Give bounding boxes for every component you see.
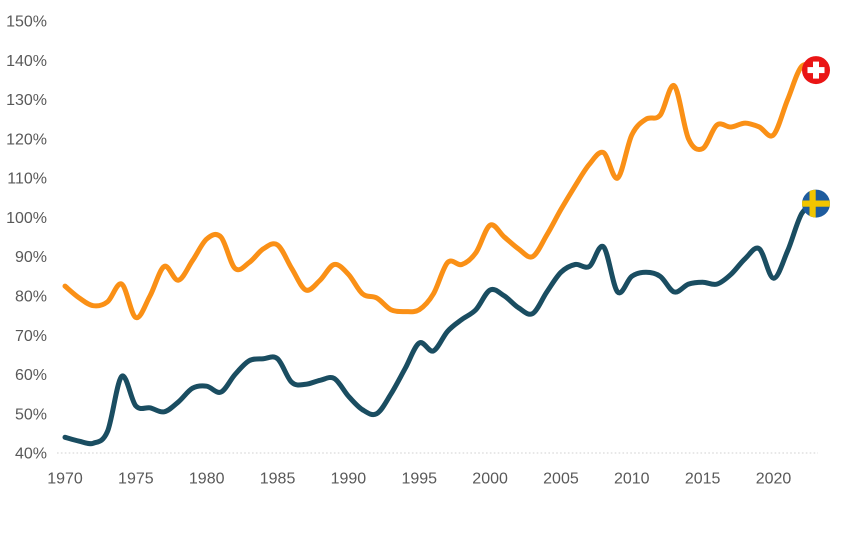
y-tick-label: 130% — [6, 92, 47, 109]
x-tick-label: 1985 — [260, 471, 296, 488]
x-tick-label: 1980 — [189, 471, 225, 488]
x-tick-label: 1975 — [118, 471, 154, 488]
swiss-flag-icon — [802, 56, 830, 85]
y-tick-label: 150% — [6, 14, 47, 31]
y-tick-label: 90% — [15, 249, 47, 266]
series-line-sweden — [62, 201, 819, 447]
x-tick-label: 2015 — [685, 471, 721, 488]
y-tick-label: 120% — [6, 131, 47, 148]
sweden-flag-icon — [802, 189, 830, 218]
x-tick-label: 2005 — [543, 471, 579, 488]
y-tick-label: 40% — [15, 446, 47, 463]
x-tick-label: 1970 — [47, 471, 83, 488]
y-tick-label: 70% — [15, 328, 47, 345]
x-tick-label: 2000 — [472, 471, 508, 488]
x-tick-label: 1990 — [331, 471, 367, 488]
y-tick-label: 50% — [15, 406, 47, 423]
series-line-switzerland — [62, 62, 819, 321]
y-tick-label: 80% — [15, 289, 47, 306]
y-tick-label: 60% — [15, 367, 47, 384]
x-tick-label: 2020 — [756, 471, 792, 488]
y-tick-label: 140% — [6, 53, 47, 70]
y-tick-label: 100% — [6, 210, 47, 227]
y-tick-label: 110% — [7, 171, 47, 188]
x-tick-label: 1995 — [401, 471, 437, 488]
x-tick-label: 2010 — [614, 471, 650, 488]
